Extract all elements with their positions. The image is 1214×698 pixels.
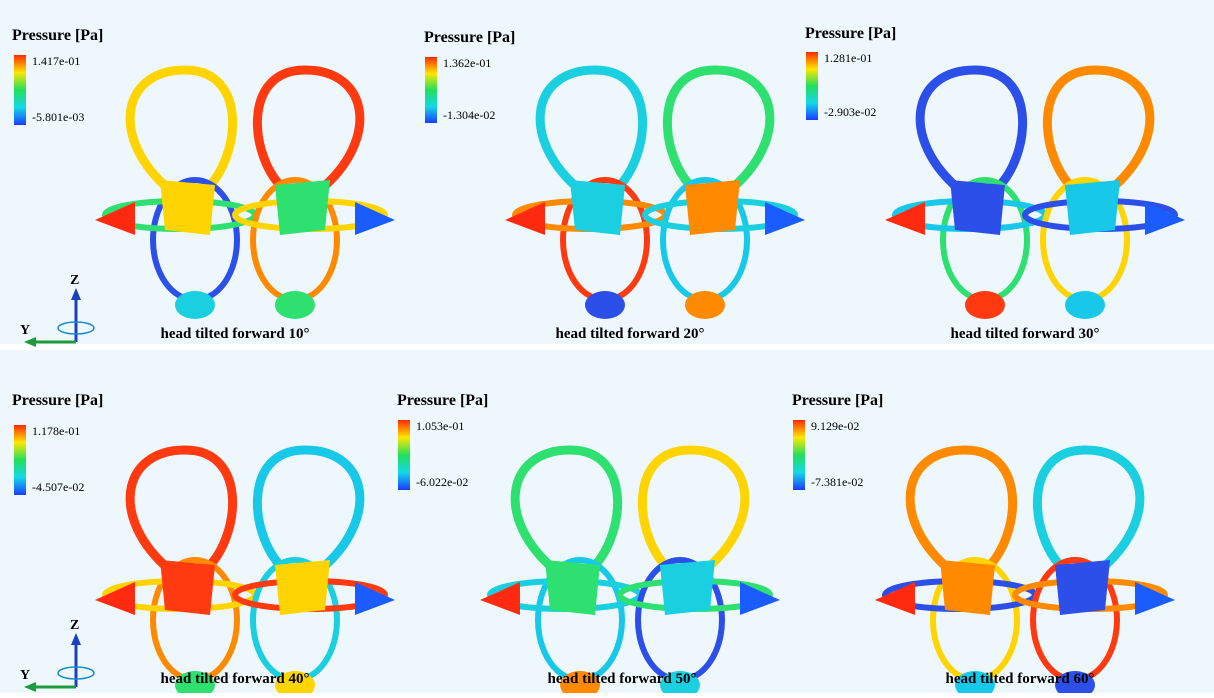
axis-y-label: Y [20,323,30,338]
ear-body [940,560,995,615]
ear-body [1055,560,1110,615]
ear-body [160,560,215,615]
legend-title: Pressure [Pa] [792,392,883,409]
colorbar [398,420,410,490]
ear-body [685,180,740,235]
ear-tip [1065,291,1105,319]
colorbar-max: 1.362e-01 [443,56,491,70]
colorbar [425,57,437,123]
colorbar-min: -5.801e-03 [32,110,84,124]
legend-title: Pressure [Pa] [397,392,488,409]
axis-z-label: Z [70,618,79,633]
colorbar [806,52,818,120]
colorbar-min: -6.022e-02 [416,475,468,489]
colorbar-max: 1.281e-01 [824,51,872,65]
colorbar [14,425,26,495]
ear-tip [175,291,215,319]
colorbar-min: -4.507e-02 [32,480,84,494]
colorbar [793,420,805,490]
ear-tip [685,291,725,319]
legend-title: Pressure [Pa] [12,27,103,44]
ear-body [275,180,330,235]
row-background [0,350,1214,693]
ear-body [570,180,625,235]
caption: head tilted forward 30° [951,326,1100,342]
caption: head tilted forward 50° [548,671,697,687]
colorbar-max: 9.129e-02 [811,419,859,433]
colorbar-max: 1.417e-01 [32,54,80,68]
ear-tip [275,291,315,319]
ear-body [275,560,330,615]
colorbar [14,55,26,125]
ear-body [1065,180,1120,235]
legend-title: Pressure [Pa] [805,25,896,42]
ear-body [545,560,600,615]
axis-z-label: Z [70,273,79,288]
colorbar-max: 1.178e-01 [32,424,80,438]
caption: head tilted forward 10° [161,326,310,342]
colorbar-max: 1.053e-01 [416,419,464,433]
caption: head tilted forward 60° [946,671,1095,687]
caption: head tilted forward 40° [161,671,310,687]
axis-y-label: Y [20,668,30,683]
figure: Pressure [Pa] 1.417e-01 -5.801e-03 head til… [0,0,1214,693]
colorbar-min: -1.304e-02 [443,108,495,122]
legend-title: Pressure [Pa] [424,29,515,46]
ear-tip [585,291,625,319]
ear-body [160,180,215,235]
caption: head tilted forward 20° [556,326,705,342]
colorbar-min: -2.903e-02 [824,105,876,119]
ear-body [660,560,715,615]
legend-title: Pressure [Pa] [12,392,103,409]
colorbar-min: -7.381e-02 [811,475,863,489]
ear-tip [965,291,1005,319]
ear-body [950,180,1005,235]
